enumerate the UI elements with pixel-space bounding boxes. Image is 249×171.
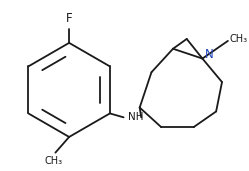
Text: F: F [66, 12, 72, 25]
Text: CH₃: CH₃ [44, 156, 62, 166]
Text: CH₃: CH₃ [230, 34, 248, 44]
Text: N: N [205, 48, 214, 61]
Text: NH: NH [127, 112, 143, 122]
